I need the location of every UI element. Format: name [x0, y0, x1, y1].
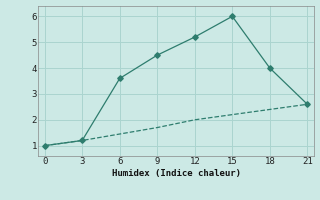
X-axis label: Humidex (Indice chaleur): Humidex (Indice chaleur): [111, 169, 241, 178]
